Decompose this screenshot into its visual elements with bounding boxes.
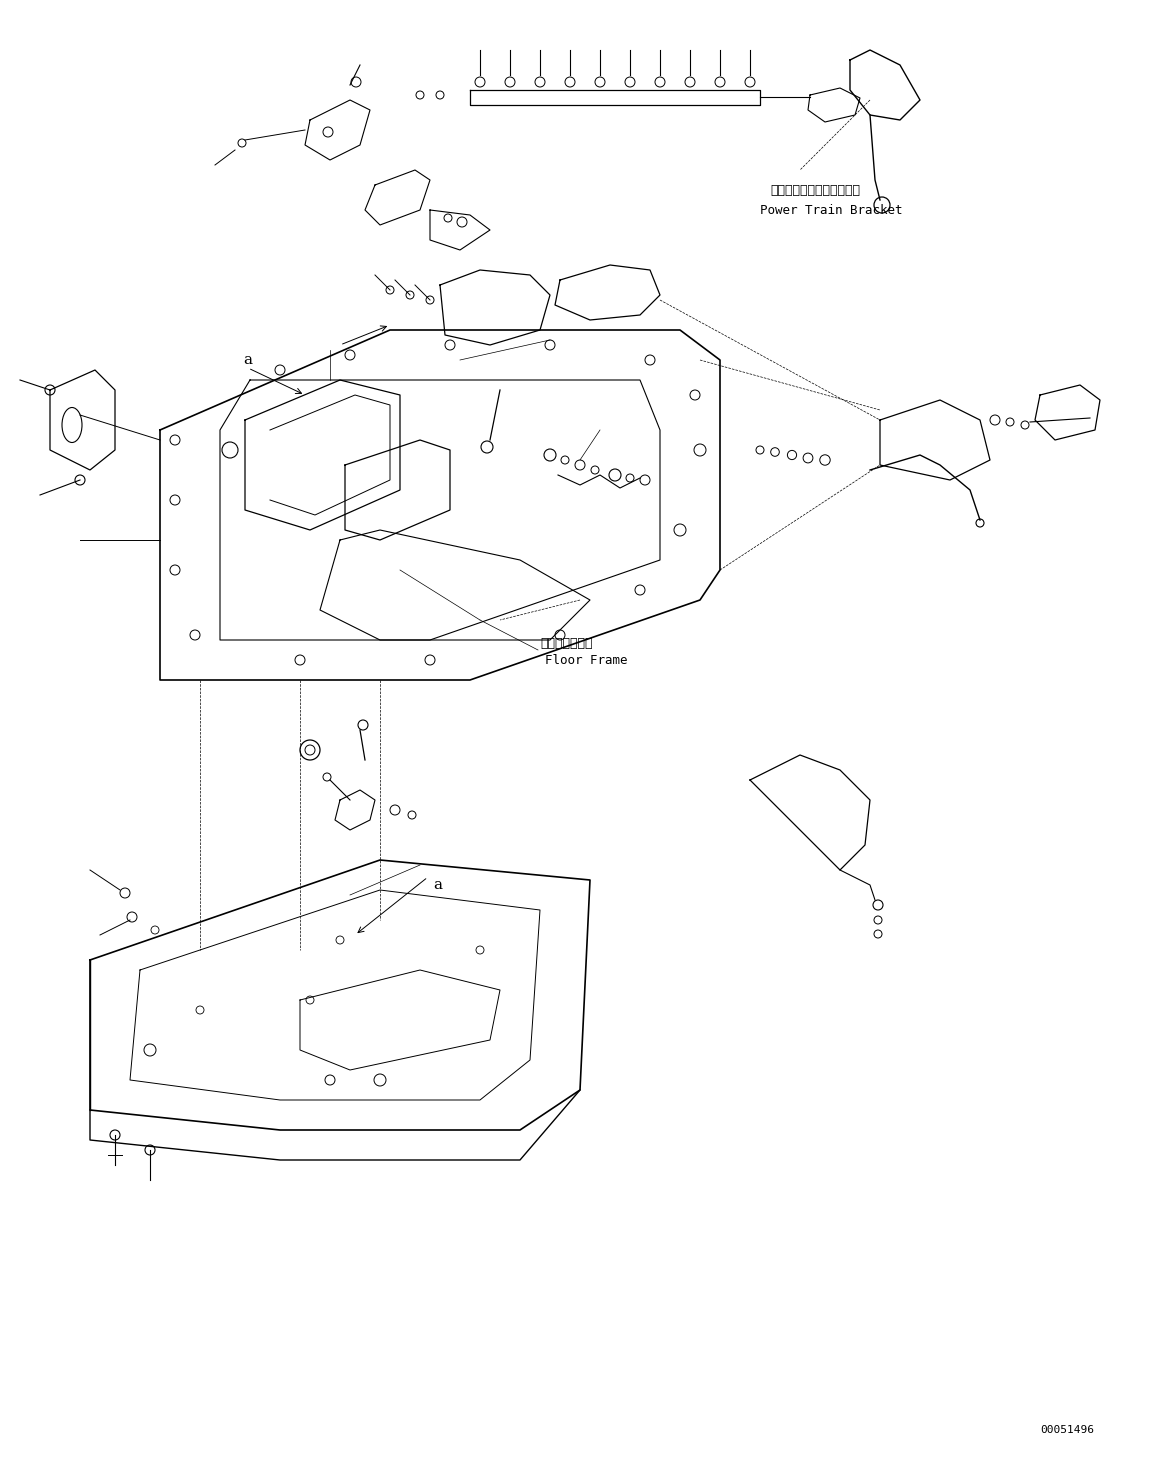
Text: Floor Frame: Floor Frame	[545, 654, 627, 667]
Text: a: a	[433, 878, 443, 891]
Text: パワートレインブラケット: パワートレインブラケット	[770, 184, 860, 197]
Text: 00051496: 00051496	[1040, 1425, 1094, 1436]
Text: Power Train Bracket: Power Train Bracket	[760, 203, 903, 216]
Text: a: a	[243, 353, 253, 368]
Text: フロアフレーム: フロアフレーム	[540, 636, 592, 649]
